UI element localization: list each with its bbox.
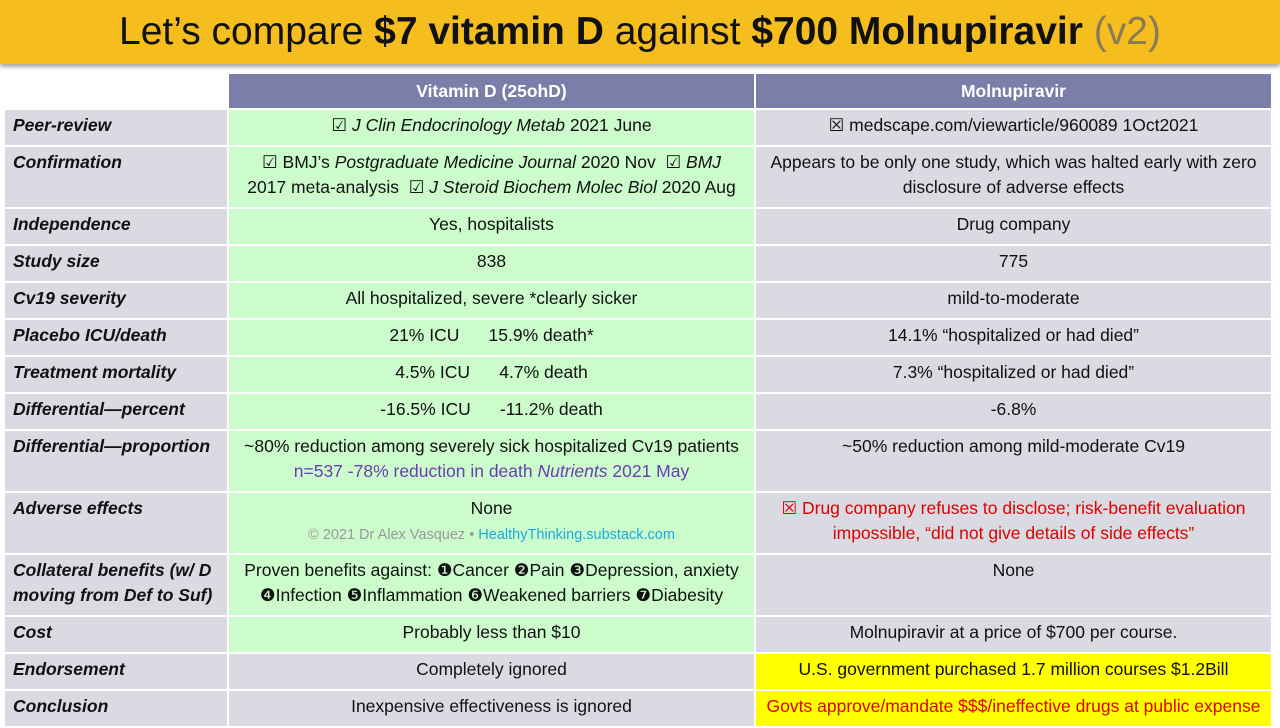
vitamin-adverse: None © 2021 Dr Alex Vasquez • HealthyThin…: [227, 492, 755, 555]
table-row: Differential—percent -16.5% ICU -11.2% d…: [5, 393, 1271, 431]
molnupiravir-study-size: 775: [754, 245, 1271, 283]
title-part-1: Let’s compare: [119, 10, 375, 53]
molnupiravir-treatment: 7.3% “hospitalized or had died”: [754, 356, 1271, 394]
row-label: Peer-review: [5, 109, 228, 147]
title-version: (v2): [1082, 10, 1161, 53]
table-row: Endorsement Completely ignored U.S. gove…: [5, 653, 1271, 691]
copyright-credit: © 2021 Dr Alex Vasquez • HealthyThinking…: [308, 527, 675, 543]
table-row: Collateral benefits (w/ D moving from De…: [5, 554, 1271, 617]
row-label: Placebo ICU/death: [5, 319, 228, 357]
row-label: Differential—percent: [5, 393, 228, 431]
title-molnupiravir: $700 Molnupiravir: [751, 10, 1083, 53]
vitamin-diff-percent: -16.5% ICU -11.2% death: [227, 393, 755, 431]
row-label: Study size: [5, 245, 228, 283]
table-row: Confirmation ☑ BMJ’s Postgraduate Medici…: [5, 146, 1271, 209]
vitamin-collateral: Proven benefits against: ❶Cancer ❷Pain ❸…: [227, 554, 755, 617]
molnupiravir-cost: Molnupiravir at a price of $700 per cour…: [754, 616, 1271, 654]
table-row: Conclusion Inexpensive effectiveness is …: [5, 690, 1271, 728]
molnupiravir-diff-percent: -6.8%: [754, 393, 1271, 431]
molnupiravir-adverse: ☒ Drug company refuses to disclose; risk…: [754, 492, 1271, 555]
table-row: Placebo ICU/death 21% ICU 15.9% death* 1…: [5, 319, 1271, 357]
vitamin-peer-review: ☑ J Clin Endocrinology Metab 2021 June: [227, 109, 755, 147]
molnupiravir-placebo: 14.1% “hospitalized or had died”: [754, 319, 1271, 357]
molnupiravir-peer-review: ☒ medscape.com/viewarticle/960089 1Oct20…: [754, 109, 1271, 147]
table-row: Study size 838 775: [5, 245, 1271, 283]
table-row: Treatment mortality 4.5% ICU 4.7% death …: [5, 356, 1271, 394]
comparison-table: Vitamin D (25ohD) Molnupiravir Peer-revi…: [5, 74, 1271, 728]
molnupiravir-diff-proportion: ~50% reduction among mild-moderate Cv19: [754, 430, 1271, 493]
row-label: Collateral benefits (w/ D moving from De…: [5, 554, 228, 617]
row-label: Endorsement: [5, 653, 228, 691]
header-vitamin-d: Vitamin D (25ohD): [227, 74, 755, 110]
vitamin-confirmation: ☑ BMJ’s Postgraduate Medicine Journal 20…: [227, 146, 755, 209]
molnupiravir-severity: mild-to-moderate: [754, 282, 1271, 320]
slide-title: Let’s compare $7 vitamin D against $700 …: [0, 0, 1280, 64]
molnupiravir-collateral: None: [754, 554, 1271, 617]
vitamin-placebo: 21% ICU 15.9% death*: [227, 319, 755, 357]
row-label: Adverse effects: [5, 492, 228, 555]
vitamin-endorsement: Completely ignored: [227, 653, 755, 691]
table-row: Differential—proportion ~80% reduction a…: [5, 430, 1271, 493]
row-label: Confirmation: [5, 146, 228, 209]
molnupiravir-conclusion: Govts approve/mandate $$$/ineffective dr…: [754, 690, 1271, 728]
header-empty: [5, 74, 228, 110]
molnupiravir-independence: Drug company: [754, 208, 1271, 246]
table-row: Cv19 severity All hospitalized, severe *…: [5, 282, 1271, 320]
row-label: Differential—proportion: [5, 430, 228, 493]
vitamin-cost: Probably less than $10: [227, 616, 755, 654]
row-label: Independence: [5, 208, 228, 246]
molnupiravir-endorsement: U.S. government purchased 1.7 million co…: [754, 653, 1271, 691]
row-label: Conclusion: [5, 690, 228, 728]
vitamin-conclusion: Inexpensive effectiveness is ignored: [227, 690, 755, 728]
row-label: Cv19 severity: [5, 282, 228, 320]
table-row: Cost Probably less than $10 Molnupiravir…: [5, 616, 1271, 654]
title-vitamin-d: $7 vitamin D: [374, 10, 604, 53]
table-row: Peer-review ☑ J Clin Endocrinology Metab…: [5, 109, 1271, 147]
molnupiravir-confirmation: Appears to be only one study, which was …: [754, 146, 1271, 209]
vitamin-treatment: 4.5% ICU 4.7% death: [227, 356, 755, 394]
vitamin-study-size: 838: [227, 245, 755, 283]
table-row: Adverse effects None © 2021 Dr Alex Vasqu…: [5, 492, 1271, 555]
title-part-3: against: [603, 10, 752, 53]
header-molnupiravir: Molnupiravir: [754, 74, 1271, 110]
row-label: Cost: [5, 616, 228, 654]
table-row: Independence Yes, hospitalists Drug comp…: [5, 208, 1271, 246]
vitamin-severity: All hospitalized, severe *clearly sicker: [227, 282, 755, 320]
vitamin-diff-proportion: ~80% reduction among severely sick hospi…: [227, 430, 755, 493]
row-label: Treatment mortality: [5, 356, 228, 394]
vitamin-independence: Yes, hospitalists: [227, 208, 755, 246]
